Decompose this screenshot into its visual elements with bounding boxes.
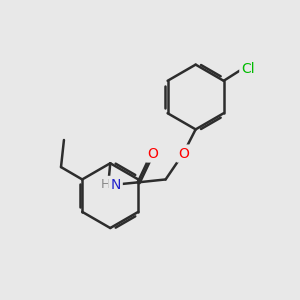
Text: H: H xyxy=(101,178,110,191)
Text: Cl: Cl xyxy=(241,62,255,76)
Text: O: O xyxy=(178,146,189,161)
Text: O: O xyxy=(147,146,158,161)
Text: N: N xyxy=(110,178,121,192)
